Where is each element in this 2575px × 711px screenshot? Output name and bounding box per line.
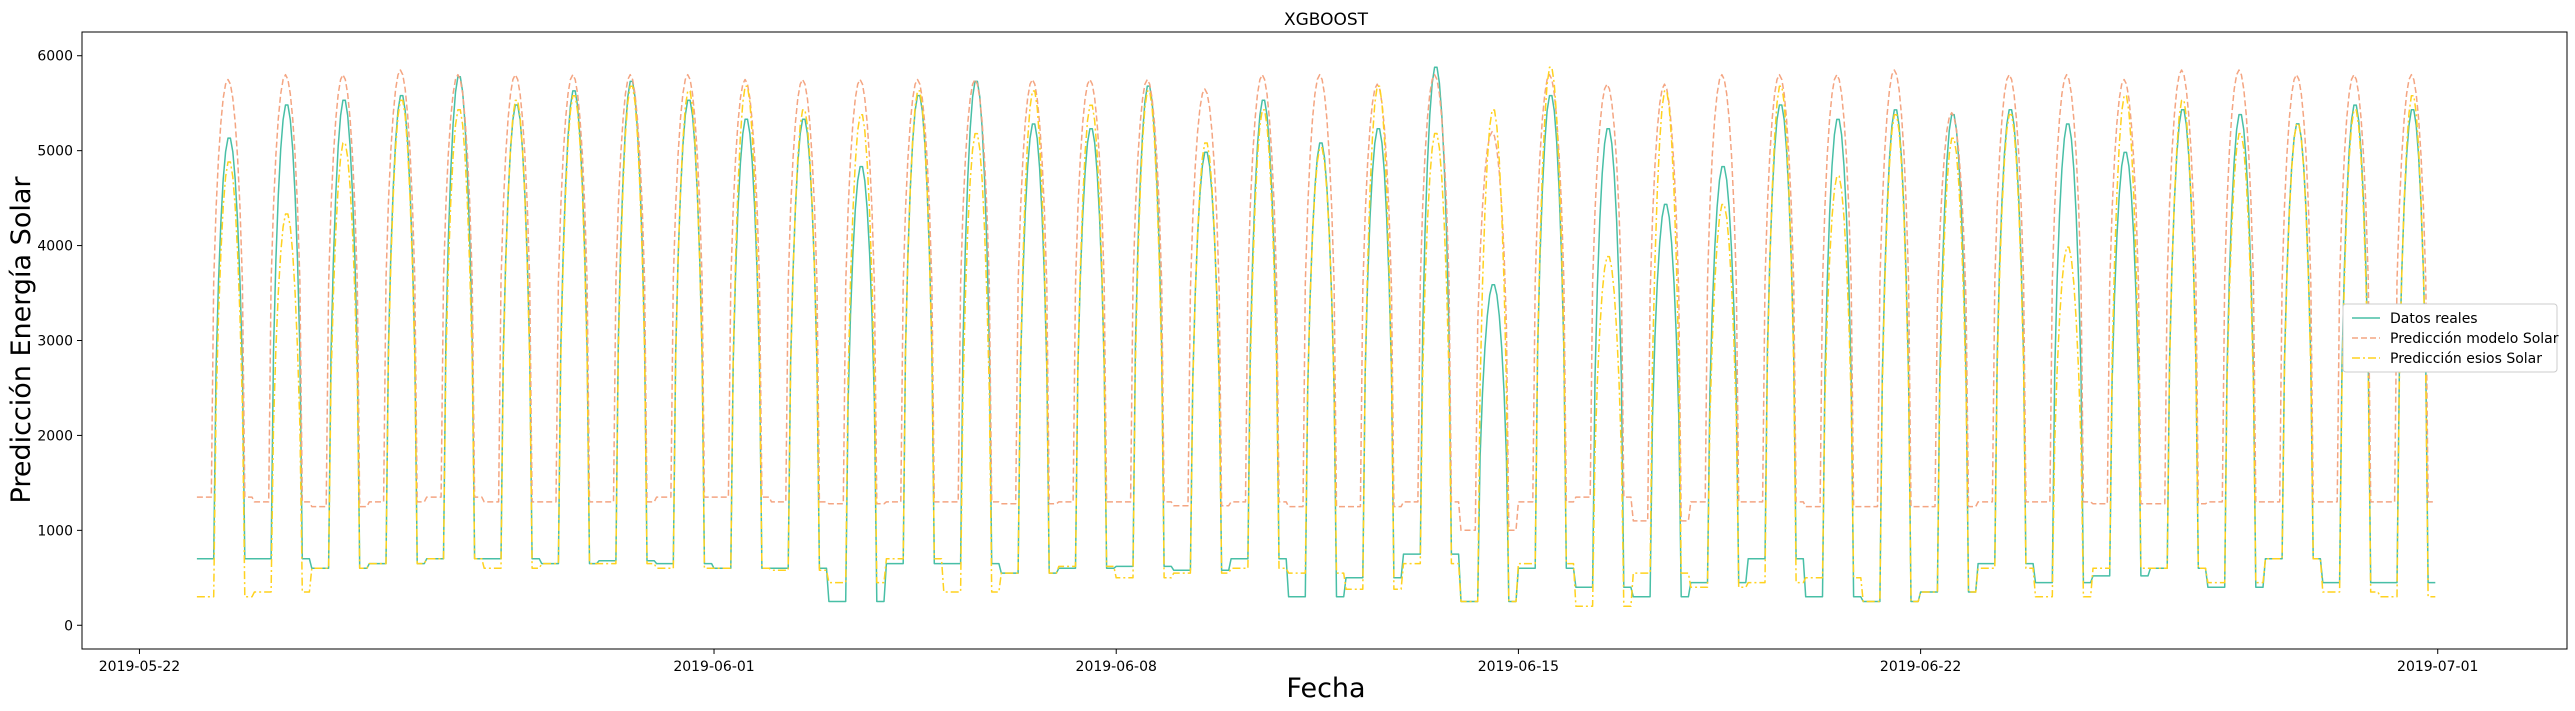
chart-title: XGBOOST — [1284, 10, 1369, 30]
series-line-modelo — [196, 69, 2436, 532]
y-tick-label: 1000 — [37, 523, 73, 539]
x-axis: 2019-05-22 2019-06-01 2019-06-08 2019-06-15… — [99, 649, 2478, 675]
series-line-esios — [196, 66, 2436, 608]
x-tick-label: 2019-06-08 — [1076, 659, 1157, 675]
legend-label-modelo: Predicción modelo Solar — [2390, 331, 2559, 347]
x-tick-label: 2019-07-01 — [2397, 659, 2478, 675]
y-tick-label: 2000 — [37, 428, 73, 444]
y-tick-label: 5000 — [37, 144, 73, 160]
y-tick-label: 3000 — [37, 334, 73, 350]
plot-frame — [81, 31, 2568, 650]
x-tick-label: 2019-06-22 — [1880, 659, 1961, 675]
y-axis: 0 1000 2000 3000 4000 5000 6000 — [37, 49, 82, 634]
y-tick-label: 6000 — [37, 49, 73, 65]
y-tick-label: 4000 — [37, 239, 73, 255]
y-axis-title: Predicción Energía Solar — [6, 176, 37, 504]
y-tick-label: 0 — [64, 618, 73, 634]
legend-label-real: Datos reales — [2390, 311, 2478, 327]
legend: Datos reales Predicción modelo Solar Pre… — [2342, 303, 2559, 373]
legend-box — [2342, 303, 2558, 373]
x-tick-label: 2019-06-15 — [1478, 659, 1559, 675]
x-tick-label: 2019-05-22 — [99, 659, 180, 675]
x-axis-title: Fecha — [1286, 673, 1365, 704]
x-tick-label: 2019-06-01 — [673, 659, 754, 675]
legend-label-esios: Predicción esios Solar — [2390, 351, 2542, 367]
plot-area — [196, 66, 2436, 608]
